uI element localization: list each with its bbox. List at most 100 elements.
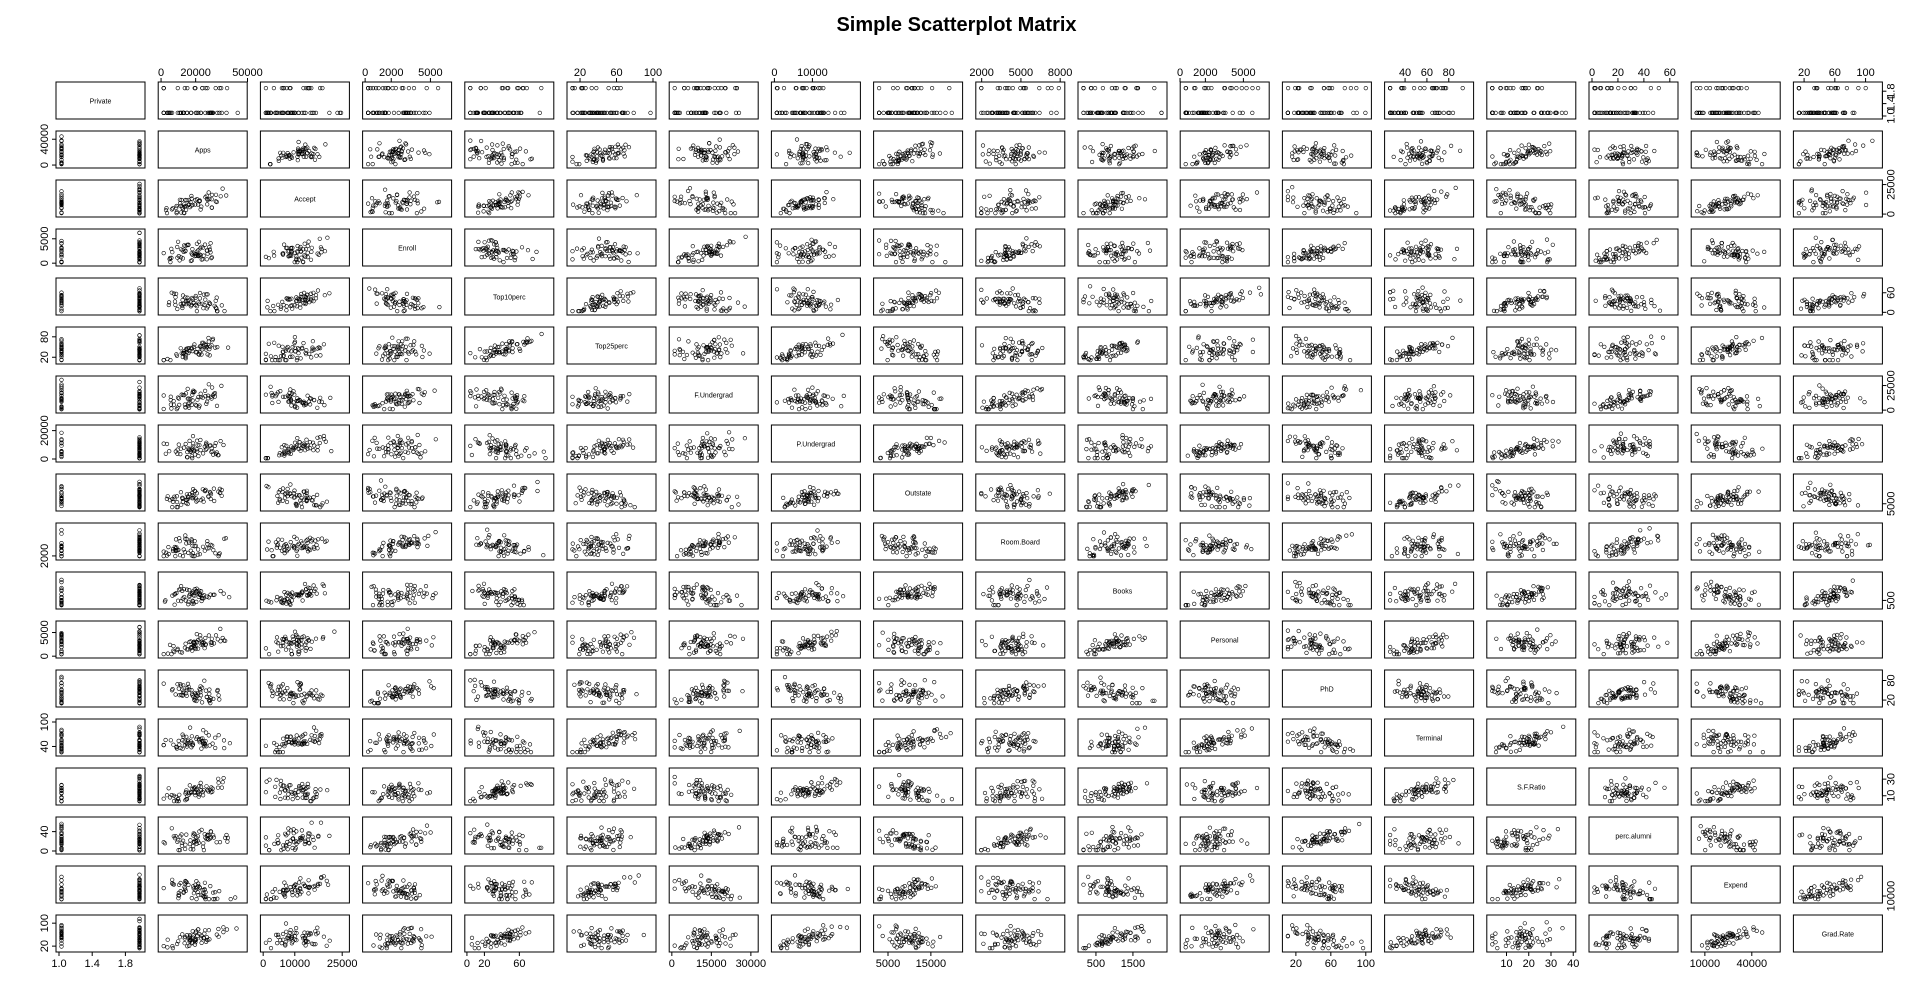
data-point [526, 248, 530, 252]
data-point [295, 305, 299, 309]
data-point [792, 154, 796, 158]
scatter-panel [465, 180, 554, 217]
diagonal-label: Accept [294, 197, 315, 204]
data-point [1352, 111, 1356, 115]
data-point [621, 196, 625, 200]
data-point [1843, 241, 1847, 245]
data-point [1343, 241, 1347, 245]
data-point [1449, 144, 1453, 148]
data-point [995, 207, 999, 211]
scatter-panel [1385, 180, 1474, 217]
data-point [1240, 86, 1244, 90]
data-point [1136, 304, 1140, 308]
data-point [395, 309, 399, 313]
data-point [1547, 142, 1551, 146]
data-point [620, 259, 624, 263]
data-point [1033, 111, 1037, 115]
data-point [1736, 247, 1740, 251]
data-point [1657, 86, 1661, 90]
scatter-panel [56, 327, 145, 364]
data-point [825, 190, 829, 194]
data-point [931, 260, 935, 264]
data-point [484, 86, 488, 90]
data-point [1861, 144, 1865, 148]
data-point [1701, 155, 1705, 159]
scatter-panel [56, 131, 145, 168]
data-point [683, 305, 687, 309]
data-point [894, 260, 898, 264]
data-point [896, 86, 900, 90]
data-point [1004, 157, 1008, 161]
data-point [1434, 256, 1438, 260]
data-point [1442, 111, 1446, 115]
data-point [988, 194, 992, 198]
data-point [1333, 154, 1337, 158]
scatter-panel [260, 670, 349, 707]
data-point [1797, 86, 1801, 90]
data-point [273, 309, 277, 313]
data-point [370, 209, 374, 213]
data-point [829, 308, 833, 312]
data-point [877, 86, 881, 90]
data-point [597, 237, 601, 241]
data-point [948, 86, 952, 90]
data-point [1293, 145, 1297, 149]
data-point [309, 258, 313, 262]
data-point [938, 152, 942, 156]
data-point [833, 151, 837, 155]
scatter-panel [56, 915, 145, 952]
data-point [1231, 111, 1235, 115]
data-point [627, 300, 631, 304]
data-point [416, 202, 420, 206]
data-point [1727, 250, 1731, 254]
data-point [266, 299, 270, 303]
data-point [702, 254, 706, 258]
data-point [1756, 252, 1760, 256]
data-point [407, 86, 411, 90]
data-point [1499, 162, 1503, 166]
data-point [1424, 239, 1428, 243]
data-point [635, 193, 639, 197]
data-point [628, 251, 632, 255]
data-point [323, 249, 327, 253]
data-point [1055, 111, 1059, 115]
data-point [885, 254, 889, 258]
data-point [1406, 156, 1410, 160]
data-point [1111, 288, 1115, 292]
data-point [1817, 158, 1821, 162]
data-point [1120, 207, 1124, 211]
data-point [162, 86, 166, 90]
data-point [171, 207, 175, 211]
data-point [980, 288, 984, 292]
data-point [1292, 111, 1296, 115]
data-point [1025, 237, 1029, 241]
data-point [1344, 156, 1348, 160]
data-point [1147, 309, 1151, 313]
data-point [1445, 193, 1449, 197]
scatter-panel [260, 425, 349, 462]
scatter-panel [1078, 817, 1167, 854]
scatter-panel [56, 817, 145, 854]
data-point [1241, 193, 1245, 197]
data-point [477, 156, 481, 160]
data-point [624, 253, 628, 257]
data-point [296, 158, 300, 162]
data-point [1217, 251, 1221, 255]
data-point [1032, 154, 1036, 158]
scatter-panel [567, 180, 656, 217]
scatter-panel [976, 670, 1065, 707]
data-point [162, 251, 166, 255]
data-point [403, 309, 407, 313]
data-point [894, 192, 898, 196]
data-point [622, 299, 626, 303]
data-point [210, 198, 214, 202]
data-point [1091, 149, 1095, 153]
data-point [1844, 208, 1848, 212]
scatter-panel [669, 915, 758, 952]
data-point [1349, 86, 1353, 90]
data-point [1019, 306, 1023, 310]
data-point [197, 240, 201, 244]
data-point [1444, 195, 1448, 199]
data-point [714, 298, 718, 302]
data-point [1137, 111, 1141, 115]
